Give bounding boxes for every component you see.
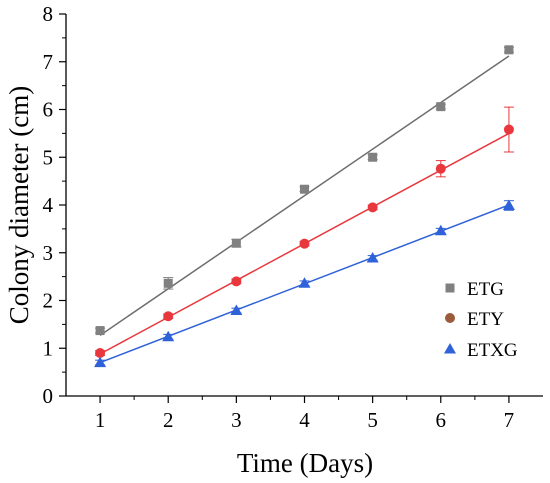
x-axis-title: Time (Days) — [237, 448, 373, 478]
data-point-ety — [367, 202, 378, 213]
y-axis-title: Colony diameter (cm) — [4, 86, 34, 324]
data-point-etg — [368, 152, 378, 162]
fit-line-etg — [99, 55, 510, 336]
data-point-etg — [436, 102, 446, 112]
x-tick-label: 7 — [504, 408, 515, 432]
y-tick-label: 2 — [43, 289, 54, 313]
x-ticks: 1 2 3 4 5 6 7 — [95, 396, 514, 432]
x-tick-label: 2 — [163, 408, 174, 432]
y-tick-label: 8 — [43, 2, 54, 26]
data-point-etg — [95, 326, 105, 336]
legend-marker-etxg — [444, 343, 456, 354]
data-point-etxg — [94, 356, 107, 368]
data-point-ety — [163, 311, 174, 322]
data-point-etxg — [434, 224, 447, 236]
data-point-etxg — [162, 330, 175, 342]
legend-marker-ety — [445, 313, 455, 323]
y-tick-label: 6 — [43, 98, 54, 122]
y-tick-label: 3 — [43, 241, 54, 265]
x-tick-label: 1 — [95, 408, 106, 432]
legend-label-ety: ETY — [467, 309, 504, 330]
x-tick-label: 6 — [436, 408, 447, 432]
y-tick-label: 1 — [43, 336, 54, 360]
data-point-ety — [231, 276, 242, 287]
data-point-etg — [504, 45, 514, 55]
data-point-etxg — [366, 252, 379, 263]
plot-area — [65, 14, 543, 397]
x-tick-label: 3 — [231, 408, 242, 432]
y-tick-label: 0 — [43, 384, 54, 408]
y-tick-label: 7 — [43, 50, 54, 74]
x-tick-label: 4 — [299, 408, 310, 432]
data-point-etxg — [502, 199, 515, 210]
y-tick-label: 5 — [43, 145, 54, 169]
y-tick-label: 4 — [43, 193, 54, 217]
data-point-etg — [163, 278, 173, 288]
legend-marker-etg — [445, 283, 455, 293]
data-point-etg — [231, 238, 241, 248]
data-point-ety — [299, 238, 310, 249]
data-point-ety — [503, 124, 514, 135]
data-point-etg — [300, 184, 309, 194]
data-point-etxg — [298, 277, 311, 288]
x-tick-label: 5 — [367, 408, 378, 432]
data-point-ety — [95, 348, 106, 359]
markers — [94, 45, 515, 368]
data-point-etxg — [230, 304, 243, 316]
legend: ETG ETY ETXG — [444, 279, 518, 361]
data-point-ety — [435, 163, 446, 174]
legend-label-etxg: ETXG — [467, 340, 518, 361]
legend-label-etg: ETG — [467, 279, 504, 300]
y-ticks: 0 1 2 3 4 5 6 7 8 — [43, 2, 66, 408]
